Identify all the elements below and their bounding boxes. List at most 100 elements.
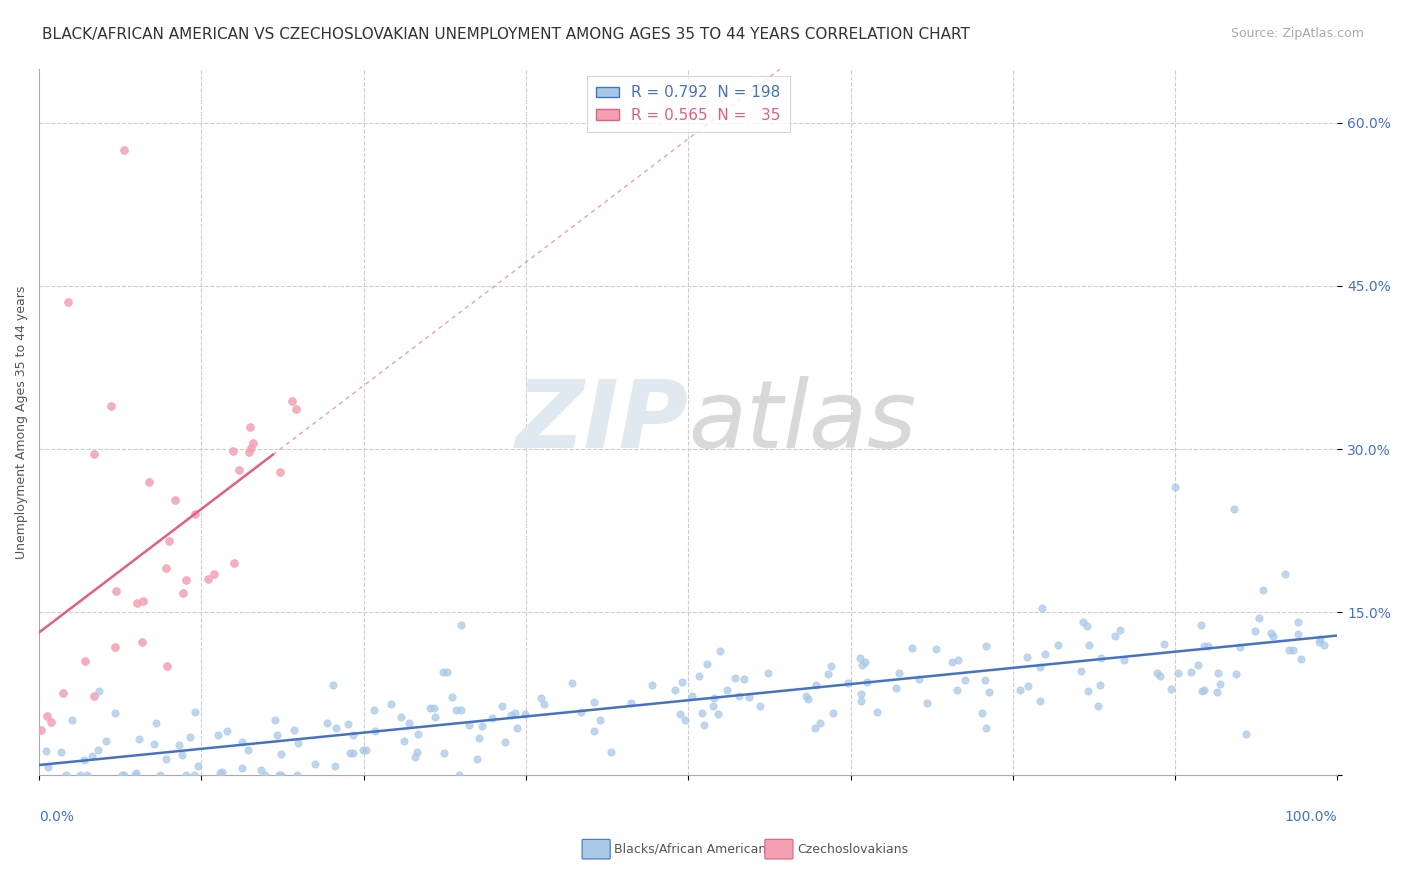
Point <box>222 556 245 570</box>
Point <box>808 715 831 730</box>
Point <box>264 714 287 728</box>
Point <box>849 651 872 665</box>
Point <box>503 706 526 720</box>
Point <box>231 734 253 748</box>
Point <box>664 682 686 697</box>
Point <box>222 443 245 458</box>
Point <box>69 768 91 782</box>
Point <box>176 768 198 782</box>
Point <box>447 768 470 782</box>
Point <box>1260 626 1282 640</box>
Point <box>1208 677 1230 691</box>
Point <box>561 675 583 690</box>
Point <box>325 721 347 735</box>
Point <box>1251 583 1274 598</box>
Point <box>270 768 292 782</box>
Point <box>155 752 177 766</box>
Point <box>450 618 472 632</box>
Point <box>104 640 127 655</box>
Point <box>354 743 377 757</box>
Point <box>1197 639 1219 653</box>
Point <box>641 678 664 692</box>
Point <box>1077 684 1099 698</box>
Point <box>35 744 58 758</box>
Point <box>55 768 77 782</box>
Point <box>323 759 346 773</box>
Point <box>849 693 872 707</box>
Point <box>620 696 643 710</box>
Point <box>1029 694 1052 708</box>
Point <box>105 583 128 598</box>
Point <box>501 707 523 722</box>
Point <box>1286 615 1309 630</box>
Point <box>1108 624 1130 638</box>
Point <box>94 734 117 748</box>
Point <box>1313 638 1336 652</box>
Point <box>481 711 503 725</box>
Point <box>709 644 731 658</box>
Point <box>242 435 264 450</box>
Point <box>851 687 873 701</box>
Point <box>217 723 239 738</box>
Point <box>724 671 747 685</box>
Point <box>389 709 412 723</box>
Point <box>440 690 463 705</box>
Point <box>269 768 291 782</box>
Point <box>669 707 692 722</box>
Point <box>406 745 429 759</box>
Point <box>167 738 190 752</box>
Point <box>1286 626 1309 640</box>
Point <box>925 641 948 656</box>
Point <box>673 714 696 728</box>
Point <box>132 594 155 608</box>
Point <box>748 698 770 713</box>
Point <box>124 768 146 782</box>
Point <box>111 768 134 782</box>
Point <box>209 766 232 780</box>
Point <box>83 447 105 461</box>
Point <box>269 466 291 480</box>
Point <box>1008 682 1031 697</box>
Point <box>505 721 527 735</box>
Point <box>89 684 111 698</box>
Point <box>1071 615 1094 629</box>
Point <box>1192 683 1215 698</box>
Point <box>184 705 207 719</box>
Point <box>1278 642 1301 657</box>
Point <box>364 724 387 739</box>
Point <box>83 689 105 703</box>
Point <box>37 760 59 774</box>
Point <box>281 394 304 409</box>
Point <box>738 690 761 704</box>
Point <box>184 507 207 521</box>
Point <box>172 586 194 600</box>
Point <box>408 726 430 740</box>
Point <box>582 695 605 709</box>
Point <box>202 566 225 581</box>
Point <box>953 673 976 687</box>
Point <box>820 659 842 673</box>
Point <box>240 441 263 455</box>
Point <box>851 658 873 673</box>
Point <box>444 703 467 717</box>
Point <box>174 573 197 587</box>
Point <box>404 749 426 764</box>
Text: Source: ZipAtlas.com: Source: ZipAtlas.com <box>1230 27 1364 40</box>
Point <box>1281 642 1303 657</box>
Point <box>80 748 103 763</box>
Text: ZIP: ZIP <box>516 376 689 467</box>
Point <box>970 706 993 721</box>
Point <box>889 666 911 681</box>
Point <box>112 143 135 157</box>
Point <box>823 706 845 721</box>
Point <box>817 666 839 681</box>
Point <box>336 717 359 731</box>
Point <box>125 765 148 780</box>
Point <box>73 654 96 668</box>
Point <box>423 710 446 724</box>
Point <box>423 701 446 715</box>
Point <box>1206 684 1229 698</box>
Point <box>30 723 52 737</box>
Point <box>1244 624 1267 638</box>
Point <box>183 768 205 782</box>
